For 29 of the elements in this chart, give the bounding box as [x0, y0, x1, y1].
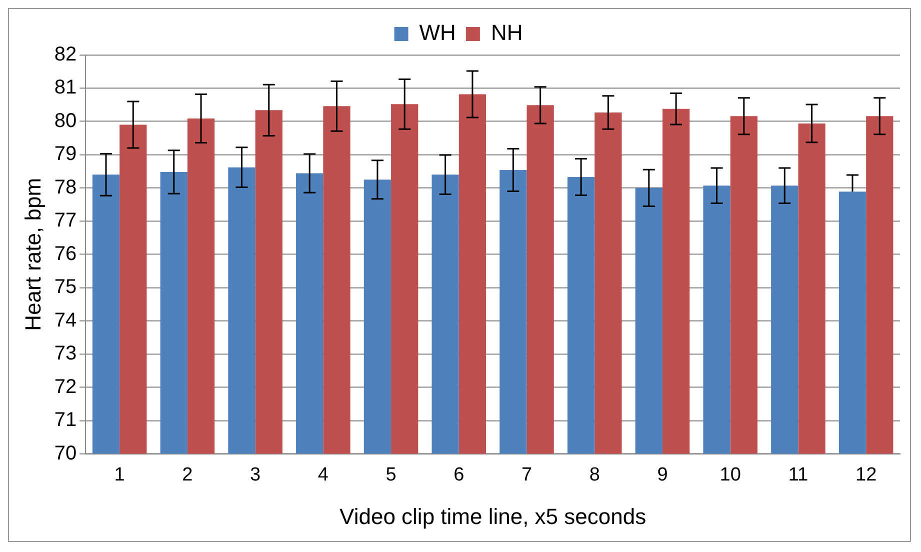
legend-label: WH — [419, 20, 456, 46]
x-tick-label: 4 — [318, 464, 329, 486]
x-tick-label: 8 — [589, 464, 600, 486]
y-tick-label: 80 — [54, 110, 77, 132]
y-tick-label: 78 — [54, 176, 77, 198]
x-tick-label: 12 — [856, 464, 877, 486]
x-tick-label: 2 — [182, 464, 193, 486]
x-tick-label: 6 — [454, 464, 464, 486]
x-tick-label: 10 — [720, 464, 741, 486]
y-tick-label: 72 — [54, 376, 77, 398]
y-tick-label: 74 — [54, 309, 77, 332]
x-tick-label: 11 — [788, 464, 808, 486]
x-tick-label: 9 — [657, 464, 668, 486]
y-tick-label: 82 — [54, 44, 77, 66]
x-tick-label: 5 — [386, 464, 396, 486]
x-tick-label: 7 — [521, 464, 532, 486]
y-tick-label: 71 — [54, 409, 77, 432]
legend-label: NH — [490, 20, 523, 46]
y-tick-label: 76 — [54, 242, 77, 265]
y-tick-label: 79 — [54, 143, 77, 166]
y-tick-label: 81 — [54, 76, 77, 99]
y-tick-label: 73 — [54, 342, 77, 365]
y-tick-label: 70 — [54, 442, 77, 464]
y-tick-label: 75 — [54, 276, 77, 298]
x-tick-label: 3 — [250, 464, 261, 486]
x-tick-label: 1 — [114, 464, 125, 486]
y-axis-title: Heart rate, bpm — [20, 178, 46, 331]
x-axis-title: Video clip time line, x5 seconds — [340, 504, 646, 529]
y-tick-label: 77 — [54, 210, 77, 232]
